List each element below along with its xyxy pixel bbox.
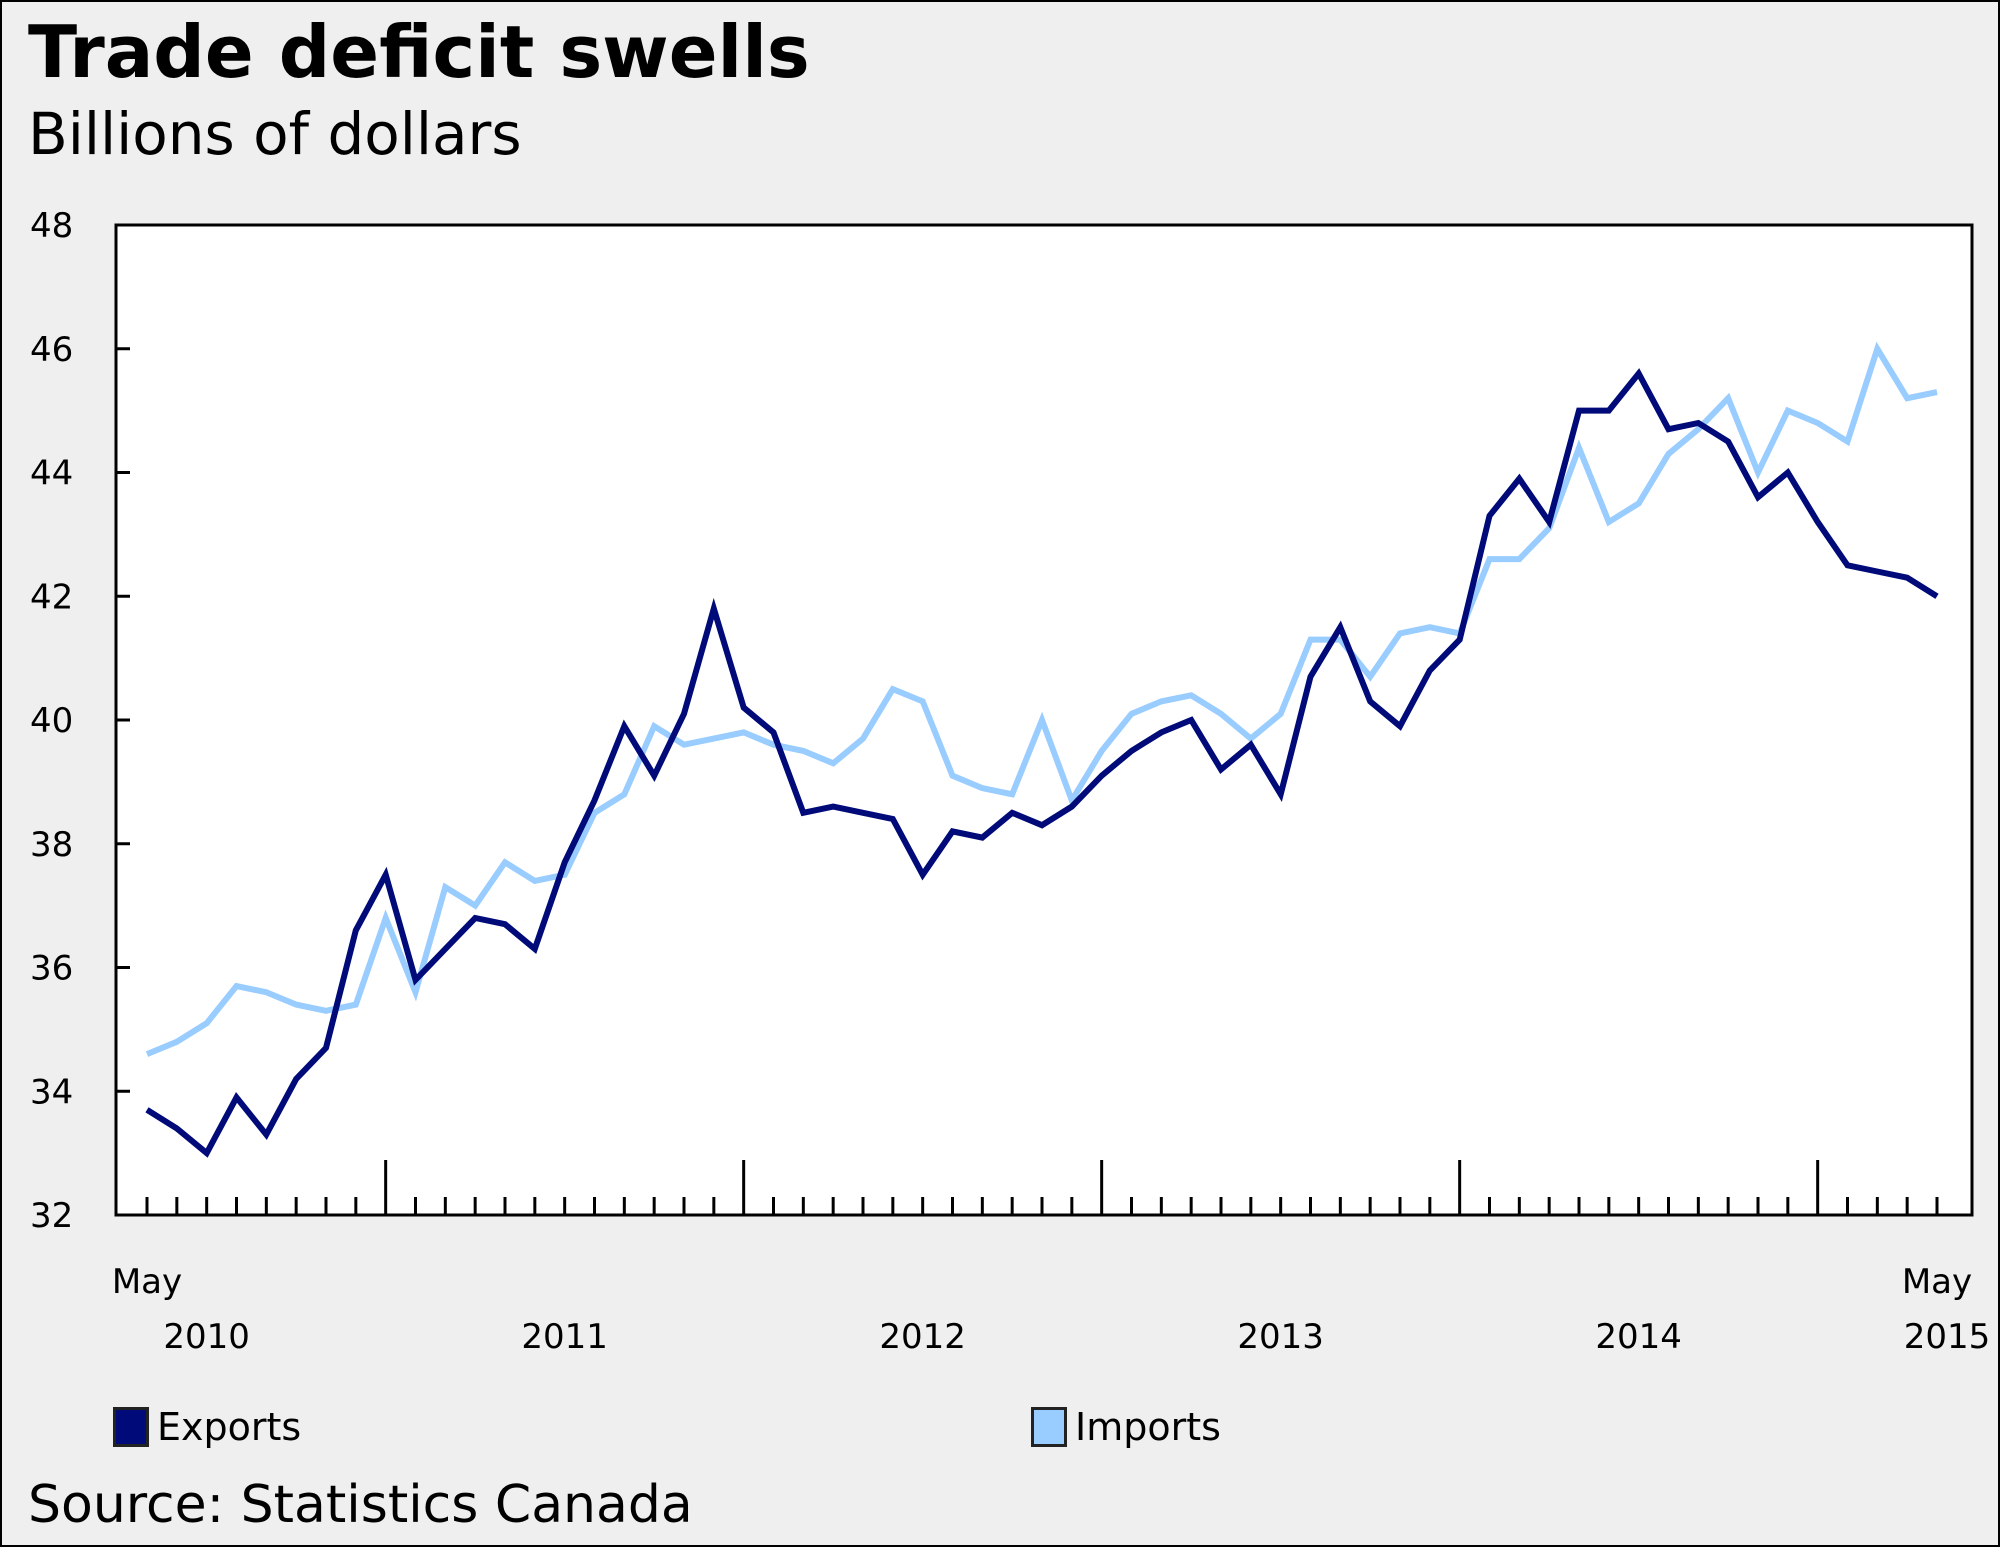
x-tick-year-label: 2012 bbox=[879, 1317, 966, 1357]
chart-title: Trade deficit swells bbox=[28, 10, 810, 94]
y-tick-label: 42 bbox=[30, 577, 73, 617]
x-tick-year-label: 2011 bbox=[521, 1317, 608, 1357]
x-tick-year-label: 2014 bbox=[1595, 1317, 1682, 1357]
legend-swatch-imports bbox=[1031, 1407, 1067, 1447]
y-tick-label: 40 bbox=[30, 701, 73, 741]
legend-item-exports: Exports bbox=[113, 1405, 301, 1449]
x-tick-year-label: 2010 bbox=[163, 1317, 250, 1357]
y-tick-label: 38 bbox=[30, 825, 73, 865]
y-tick-label: 44 bbox=[30, 454, 73, 494]
x-tick-year-label: 2015 bbox=[1904, 1317, 1991, 1357]
series-layer bbox=[145, 341, 1939, 1158]
legend-label-imports: Imports bbox=[1075, 1405, 1221, 1449]
y-tick-label: 48 bbox=[30, 206, 73, 246]
x-tick-month-label: May bbox=[1902, 1262, 1972, 1302]
chart-subtitle: Billions of dollars bbox=[28, 100, 522, 168]
y-tick-label: 34 bbox=[30, 1072, 73, 1112]
legend-item-imports: Imports bbox=[1031, 1405, 1221, 1449]
y-tick-label: 36 bbox=[30, 949, 73, 989]
legend-swatch-exports bbox=[113, 1407, 149, 1447]
source-note: Source: Statistics Canada bbox=[28, 1475, 693, 1535]
series-line-imports bbox=[145, 341, 1938, 1057]
y-tick-label: 32 bbox=[30, 1196, 73, 1236]
y-tick-label: 46 bbox=[30, 330, 73, 370]
axes: 32 34 36 38 40 42 44 46 48 May 2010 2011 2012 2013 201… bbox=[30, 206, 1990, 1357]
legend-label-exports: Exports bbox=[157, 1405, 302, 1449]
series-line-exports bbox=[145, 368, 1939, 1158]
x-tick-year-label: 2013 bbox=[1237, 1317, 1324, 1357]
x-tick-month-label: May bbox=[112, 1262, 182, 1302]
